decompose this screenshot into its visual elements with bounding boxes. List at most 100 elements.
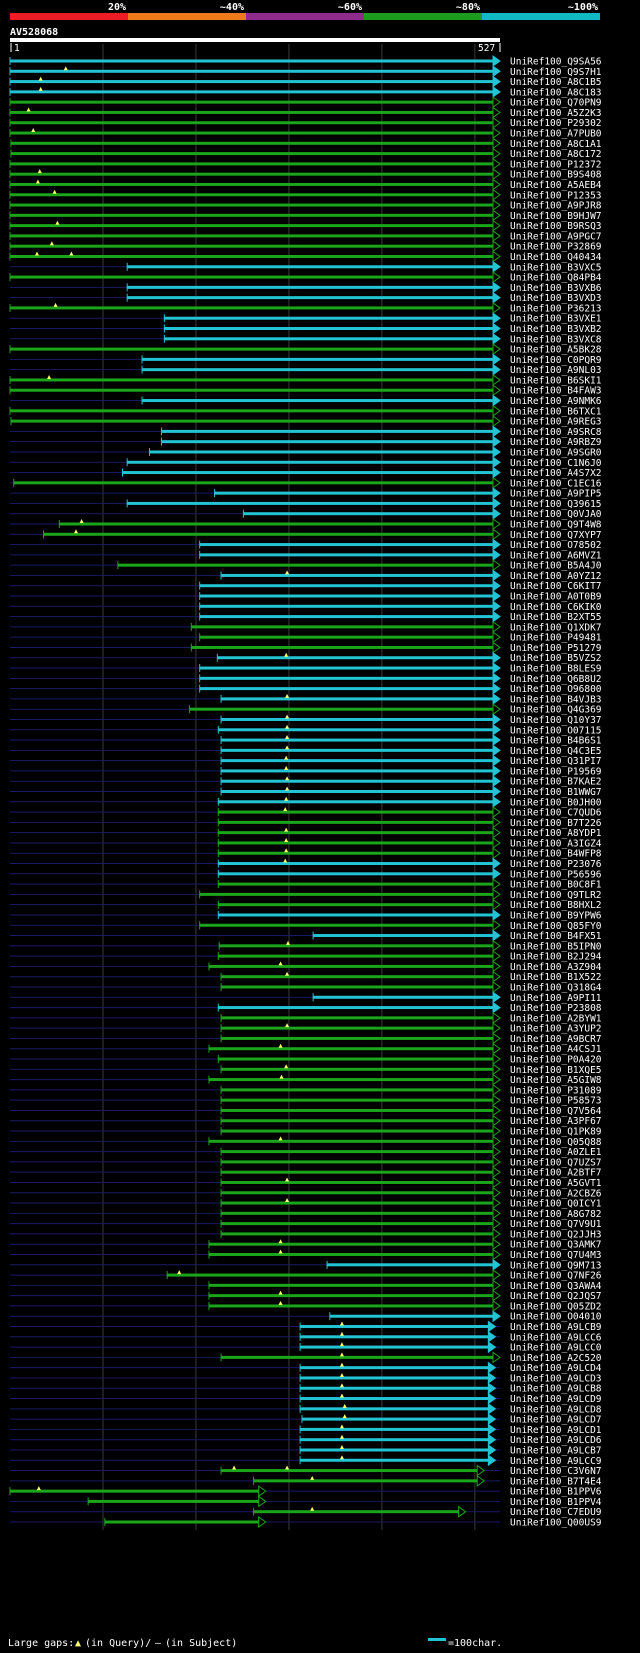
hit-row[interactable]: UniRef100_B8HXL2: [10, 898, 602, 912]
hit-row[interactable]: UniRef100_C7EDU9: [10, 1505, 602, 1519]
hit-row[interactable]: UniRef100_A9PGC7: [9, 229, 602, 243]
hit-row[interactable]: UniRef100_Q6B8U2: [10, 672, 602, 685]
hit-row[interactable]: UniRef100_P31089: [10, 1083, 602, 1097]
hit-row[interactable]: UniRef100_O96800: [10, 682, 602, 696]
hit-row[interactable]: UniRef100_Q05Q88: [10, 1135, 602, 1148]
hit-row[interactable]: UniRef100_O04010: [10, 1310, 602, 1323]
hit-row[interactable]: UniRef100_B5VZS2: [10, 651, 602, 665]
hit-row[interactable]: UniRef100_P23808: [10, 1001, 602, 1015]
hit-row[interactable]: UniRef100_P29302: [9, 116, 602, 130]
hit-row[interactable]: UniRef100_P51279: [10, 641, 602, 654]
hit-row[interactable]: UniRef100_B1PPV4: [10, 1495, 602, 1508]
hit-row[interactable]: UniRef100_A5GIW8: [10, 1073, 602, 1087]
hit-row[interactable]: UniRef100_B3VXD3: [10, 291, 602, 305]
hit-row[interactable]: UniRef100_O07115: [10, 723, 602, 737]
hit-row[interactable]: UniRef100_P19569: [10, 764, 602, 778]
hit-row[interactable]: UniRef100_A2BYW1: [10, 1011, 602, 1024]
hit-row[interactable]: UniRef100_A9LCB9: [10, 1320, 602, 1334]
hit-row[interactable]: UniRef100_Q39615: [10, 497, 602, 510]
hit-row[interactable]: UniRef100_Q9TLR2: [10, 888, 602, 901]
hit-row[interactable]: UniRef100_A9LCD8: [10, 1402, 602, 1416]
hit-row[interactable]: UniRef100_A8YDP1: [10, 826, 602, 840]
hit-row[interactable]: UniRef100_Q84PB4: [9, 271, 602, 284]
hit-row[interactable]: UniRef100_Q05ZD2: [10, 1299, 602, 1313]
hit-row[interactable]: UniRef100_B9RSQ3: [9, 219, 602, 233]
hit-row[interactable]: UniRef100_Q31PI7: [10, 754, 602, 768]
hit-row[interactable]: UniRef100_B6SKI1: [9, 373, 602, 387]
hit-row[interactable]: UniRef100_A6MVZ1: [10, 548, 602, 562]
hit-row[interactable]: UniRef100_B6TXC1: [9, 404, 602, 418]
hit-row[interactable]: UniRef100_Q9SA56: [9, 55, 602, 68]
hit-row[interactable]: UniRef100_A9NL03: [10, 363, 602, 377]
hit-row[interactable]: UniRef100_A2C520: [10, 1351, 602, 1364]
hit-row[interactable]: UniRef100_C0PQR9: [10, 353, 602, 366]
hit-row[interactable]: UniRef100_Q2JQS7: [10, 1289, 602, 1303]
hit-row[interactable]: UniRef100_P56596: [10, 867, 602, 881]
hit-row[interactable]: UniRef100_A0YZ12: [10, 569, 602, 582]
hit-row[interactable]: UniRef100_B9YPW6: [10, 908, 602, 922]
hit-row[interactable]: UniRef100_A5AEB4: [9, 178, 602, 191]
hit-row[interactable]: UniRef100_Q1XDK7: [10, 620, 602, 634]
hit-row[interactable]: UniRef100_Q7UZS7: [10, 1155, 602, 1169]
hit-row[interactable]: UniRef100_B7KAE2: [10, 775, 602, 788]
hit-row[interactable]: UniRef100_A8G782: [10, 1207, 602, 1220]
hit-row[interactable]: UniRef100_B2J294: [10, 950, 602, 963]
hit-row[interactable]: UniRef100_B7T226: [10, 816, 602, 829]
hit-row[interactable]: UniRef100_A4S7X2: [10, 466, 602, 480]
hit-row[interactable]: UniRef100_Q40434: [9, 250, 602, 263]
hit-row[interactable]: UniRef100_Q9T4W8: [10, 518, 602, 531]
hit-row[interactable]: UniRef100_Q1PK89: [10, 1125, 602, 1138]
hit-row[interactable]: UniRef100_A9LCD1: [10, 1423, 602, 1436]
hit-row[interactable]: UniRef100_A3IGZ4: [10, 836, 602, 850]
hit-row[interactable]: UniRef100_C1EC16: [10, 476, 602, 490]
hit-row[interactable]: UniRef100_A9LCC6: [10, 1330, 602, 1344]
hit-row[interactable]: UniRef100_A9LCD9: [10, 1392, 602, 1406]
hit-row[interactable]: UniRef100_Q7V9U1: [10, 1217, 602, 1231]
hit-row[interactable]: UniRef100_B7T4E4: [10, 1474, 602, 1488]
hit-row[interactable]: UniRef100_Q3AWA4: [10, 1279, 602, 1292]
hit-row[interactable]: UniRef100_A9SGR0: [10, 446, 602, 459]
hit-row[interactable]: UniRef100_Q7XYP7: [10, 528, 602, 541]
hit-row[interactable]: UniRef100_B1PPV6: [9, 1485, 602, 1498]
hit-row[interactable]: UniRef100_B8LES9: [10, 662, 602, 675]
hit-row[interactable]: UniRef100_Q2JJH3: [10, 1227, 602, 1241]
hit-row[interactable]: UniRef100_A0ZLE1: [10, 1145, 602, 1159]
hit-row[interactable]: UniRef100_A5BK28: [9, 343, 602, 356]
hit-row[interactable]: UniRef100_B5IPN0: [10, 939, 602, 953]
hit-row[interactable]: UniRef100_B3VXE1: [10, 312, 602, 325]
hit-row[interactable]: UniRef100_Q9M713: [10, 1258, 602, 1272]
hit-row[interactable]: UniRef100_P32869: [9, 240, 602, 253]
hit-row[interactable]: UniRef100_P12372: [9, 157, 602, 171]
hit-row[interactable]: UniRef100_B3VXB2: [10, 322, 602, 336]
hit-row[interactable]: UniRef100_A2BTF7: [10, 1166, 602, 1179]
hit-row[interactable]: UniRef100_A2CBZ6: [10, 1186, 602, 1200]
hit-row[interactable]: UniRef100_Q0ICY1: [10, 1197, 602, 1210]
hit-row[interactable]: UniRef100_A8C1A1: [10, 137, 602, 150]
hit-row[interactable]: UniRef100_A9PI11: [10, 991, 602, 1004]
hit-row[interactable]: UniRef100_A8C183: [9, 85, 602, 99]
hit-row[interactable]: UniRef100_A7PUB0: [9, 127, 602, 140]
hit-row[interactable]: UniRef100_P12353: [9, 188, 602, 202]
hit-row[interactable]: UniRef100_A5Z2K3: [9, 106, 602, 119]
hit-row[interactable]: UniRef100_Q7U4M3: [10, 1248, 602, 1261]
hit-row[interactable]: UniRef100_A9LCC9: [10, 1454, 602, 1467]
hit-row[interactable]: UniRef100_B3VXC5: [10, 260, 602, 274]
hit-row[interactable]: UniRef100_B1XQE5: [10, 1063, 602, 1076]
hit-row[interactable]: UniRef100_B4VJB3: [10, 692, 602, 706]
hit-row[interactable]: UniRef100_A0T0B9: [10, 590, 602, 603]
hit-row[interactable]: UniRef100_B0C8F1: [10, 878, 602, 891]
hit-row[interactable]: UniRef100_A9NMK6: [10, 394, 602, 408]
hit-row[interactable]: UniRef100_P36213: [9, 301, 602, 315]
hit-row[interactable]: UniRef100_A9LCD4: [10, 1361, 602, 1375]
hit-row[interactable]: UniRef100_A9LCB7: [10, 1444, 602, 1457]
hit-row[interactable]: UniRef100_B3VXC8: [10, 332, 602, 346]
hit-row[interactable]: UniRef100_B4WFP8: [10, 847, 602, 860]
hit-row[interactable]: UniRef100_A5GVT1: [10, 1176, 602, 1189]
hit-row[interactable]: UniRef100_A8C172: [10, 147, 602, 161]
hit-row[interactable]: UniRef100_A3YUP2: [10, 1022, 602, 1035]
hit-row[interactable]: UniRef100_Q85FY0: [10, 919, 602, 932]
hit-row[interactable]: UniRef100_Q10Y37: [10, 713, 602, 726]
hit-row[interactable]: UniRef100_Q318G4: [10, 981, 602, 994]
hit-row[interactable]: UniRef100_A3PF67: [10, 1114, 602, 1128]
hit-row[interactable]: UniRef100_C6KIK0: [10, 600, 602, 613]
